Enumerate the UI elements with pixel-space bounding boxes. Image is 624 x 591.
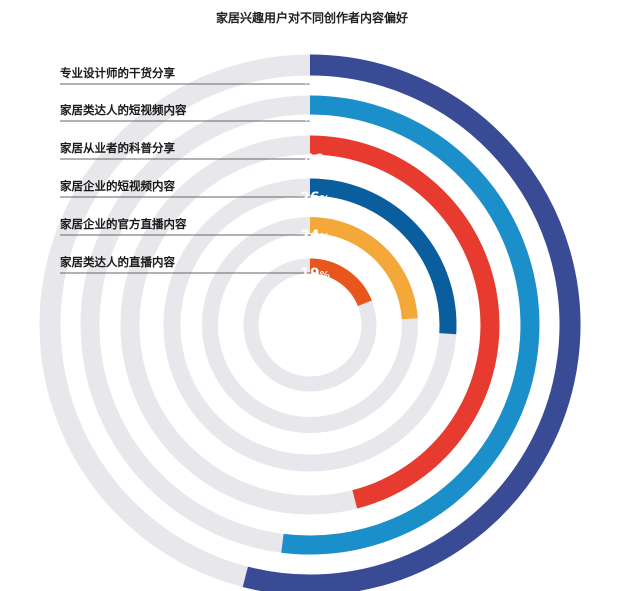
category-label-practitioner-science: 家居从业者的科普分享 — [60, 141, 175, 155]
arc-designer-tips — [242, 54, 581, 591]
ring-arcs — [242, 54, 581, 591]
category-label-designer-tips: 专业设计师的干货分享 — [60, 66, 175, 80]
value-label-influencer-live: 19% — [300, 266, 330, 282]
chart-title: 家居兴趣用户对不同创作者内容偏好 — [216, 10, 408, 25]
label-leaders — [60, 83, 312, 274]
value-label-brand-short-video: 26% — [300, 190, 330, 206]
value-label-designer-tips: 54% — [304, 77, 334, 93]
arc-influencer-live — [309, 258, 372, 307]
value-label-brand-live: 24% — [300, 228, 330, 244]
category-label-brand-live: 家居企业的官方直播内容 — [60, 217, 187, 231]
value-label-influencer-short-video: 52% — [304, 114, 334, 130]
category-label-influencer-short-video: 家居类达人的短视频内容 — [60, 103, 187, 117]
arc-influencer-short-video — [281, 95, 540, 555]
arc-brand-short-video — [309, 178, 457, 335]
arc-brand-live — [309, 217, 418, 320]
category-labels: 专业设计师的干货分享家居类达人的短视频内容家居从业者的科普分享家居企业的短视频内… — [60, 66, 187, 269]
value-labels: 54% 52% 46% 26% 24% 19% — [300, 77, 334, 282]
category-label-influencer-live: 家居类达人的直播内容 — [60, 255, 175, 269]
category-label-brand-short-video: 家居企业的短视频内容 — [60, 179, 175, 193]
value-label-practitioner-science: 46% — [304, 152, 334, 168]
arc-practitioner-science — [309, 135, 500, 509]
